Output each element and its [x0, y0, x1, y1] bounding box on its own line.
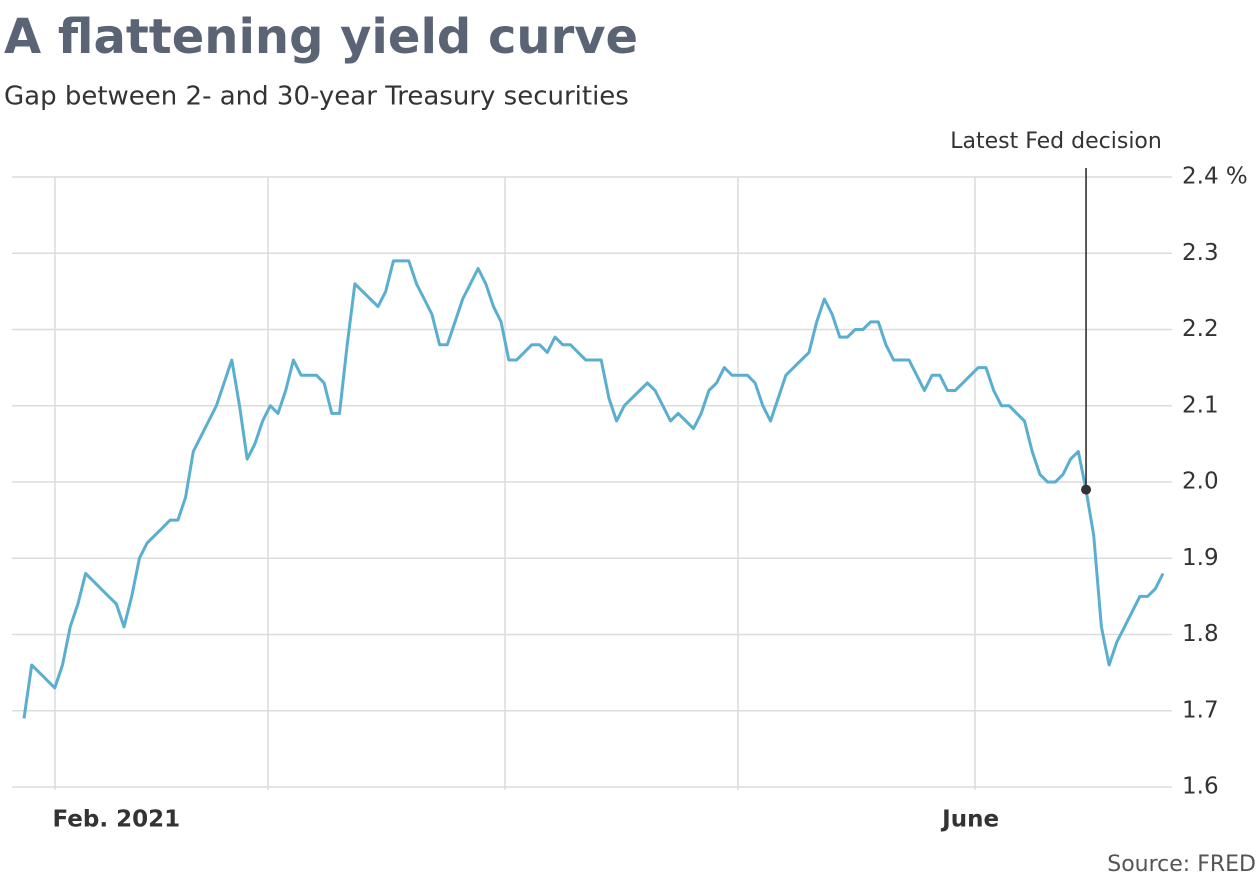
source: Source: FRED — [1107, 852, 1256, 877]
y-tick-label: 2.0 — [1182, 469, 1219, 495]
annotation-label: Latest Fed decision — [950, 129, 1162, 154]
y-tick-label: 1.6 — [1182, 774, 1219, 800]
y-tick-label: 2.2 — [1182, 316, 1219, 342]
y-tick-label: 1.7 — [1182, 697, 1219, 723]
chart-subtitle: Gap between 2- and 30-year Treasury secu… — [4, 82, 629, 112]
y-tick-label: 1.8 — [1182, 621, 1219, 647]
y-tick-label: 1.9 — [1182, 545, 1219, 571]
y-tick-label: 2.1 — [1182, 392, 1219, 418]
y-tick-label: 2.4 % — [1182, 164, 1248, 190]
x-tick-label: June — [940, 807, 999, 833]
data-line — [22, 259, 1165, 719]
annotation-dot — [1081, 484, 1092, 495]
chart-title: A flattening yield curve — [4, 9, 638, 65]
y-tick-label: 2.3 — [1182, 240, 1219, 266]
x-tick-label: Feb. 2021 — [53, 807, 181, 833]
